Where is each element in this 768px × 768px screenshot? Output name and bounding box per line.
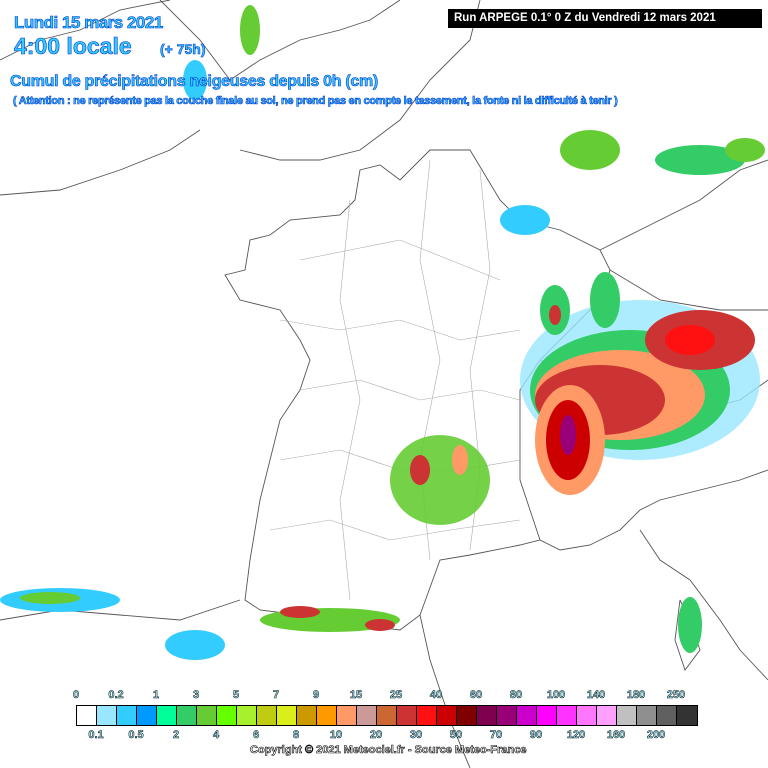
legend-label-top: 0.2 [108, 689, 124, 702]
legend-swatch [397, 706, 417, 725]
legend-label-top: 9 [312, 689, 320, 702]
forecast-lead-time: (+ 75h) [160, 41, 206, 58]
legend-swatch [437, 706, 457, 725]
legend-label-bottom: 30 [409, 729, 423, 742]
legend-label-top: 25 [389, 689, 403, 702]
legend-swatch [317, 706, 337, 725]
legend-swatch [237, 706, 257, 725]
legend-label-top: 80 [509, 689, 523, 702]
legend-swatch [557, 706, 577, 725]
legend-swatch [137, 706, 157, 725]
legend-swatch [177, 706, 197, 725]
legend-swatch [157, 706, 177, 725]
legend-swatch [457, 706, 477, 725]
legend-swatch [637, 706, 657, 725]
legend-label-top: 15 [349, 689, 363, 702]
legend-label-bottom: 160 [606, 729, 626, 742]
legend-label-bottom: 2 [172, 729, 180, 742]
map-note: ( Attention : ne représente pas la couch… [13, 95, 618, 108]
legend-label-bottom: 0.1 [88, 729, 104, 742]
map-title: Cumul de précipitations neigeuses depuis… [10, 73, 379, 91]
legend-label-top: 250 [666, 689, 686, 702]
forecast-date: Lundi 15 mars 2021 [14, 13, 164, 33]
color-legend [76, 705, 698, 726]
legend-label-bottom: 50 [449, 729, 463, 742]
legend-swatch [497, 706, 517, 725]
legend-swatch [217, 706, 237, 725]
legend-swatch [537, 706, 557, 725]
department-borders [269, 159, 521, 601]
legend-label-top: 7 [272, 689, 280, 702]
legend-swatch [197, 706, 217, 725]
legend-label-bottom: 8 [292, 729, 300, 742]
legend-swatch [377, 706, 397, 725]
legend-swatch [517, 706, 537, 725]
legend-label-top: 5 [232, 689, 240, 702]
legend-label-bottom: 6 [252, 729, 260, 742]
run-info: Run ARPEGE 0.1° 0 Z du Vendredi 12 mars … [448, 9, 762, 28]
legend-label-bottom: 4 [212, 729, 220, 742]
legend-swatch [77, 706, 97, 725]
legend-swatch [337, 706, 357, 725]
legend-label-top: 1 [152, 689, 160, 702]
legend-label-top: 180 [626, 689, 646, 702]
legend-swatch [357, 706, 377, 725]
legend-swatch [677, 706, 697, 725]
legend-label-top: 140 [586, 689, 606, 702]
legend-swatch [117, 706, 137, 725]
legend-label-top: 40 [429, 689, 443, 702]
snowfall-areas [0, 5, 765, 660]
legend-swatch [417, 706, 437, 725]
legend-label-bottom: 90 [529, 729, 543, 742]
legend-swatch [577, 706, 597, 725]
forecast-time: 4:00 locale [14, 33, 132, 60]
legend-label-bottom: 10 [329, 729, 343, 742]
legend-swatch [657, 706, 677, 725]
copyright: Copyright © 2021 Meteociel.fr - Source M… [250, 744, 527, 757]
legend-swatch [257, 706, 277, 725]
legend-swatch [617, 706, 637, 725]
legend-label-top: 3 [192, 689, 200, 702]
legend-label-bottom: 200 [646, 729, 666, 742]
legend-swatch [297, 706, 317, 725]
legend-label-top: 100 [546, 689, 566, 702]
legend-swatch [477, 706, 497, 725]
legend-label-top: 0 [72, 689, 80, 702]
legend-label-bottom: 120 [566, 729, 586, 742]
legend-label-bottom: 70 [489, 729, 503, 742]
legend-swatch [97, 706, 117, 725]
legend-label-bottom: 0.5 [128, 729, 144, 742]
legend-label-bottom: 20 [369, 729, 383, 742]
legend-swatch [277, 706, 297, 725]
legend-label-top: 60 [469, 689, 483, 702]
legend-swatch [597, 706, 617, 725]
